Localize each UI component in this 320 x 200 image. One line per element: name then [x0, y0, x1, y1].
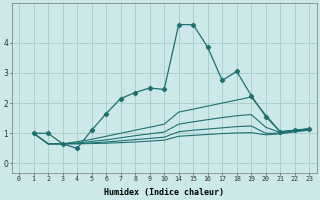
X-axis label: Humidex (Indice chaleur): Humidex (Indice chaleur)	[104, 188, 224, 197]
